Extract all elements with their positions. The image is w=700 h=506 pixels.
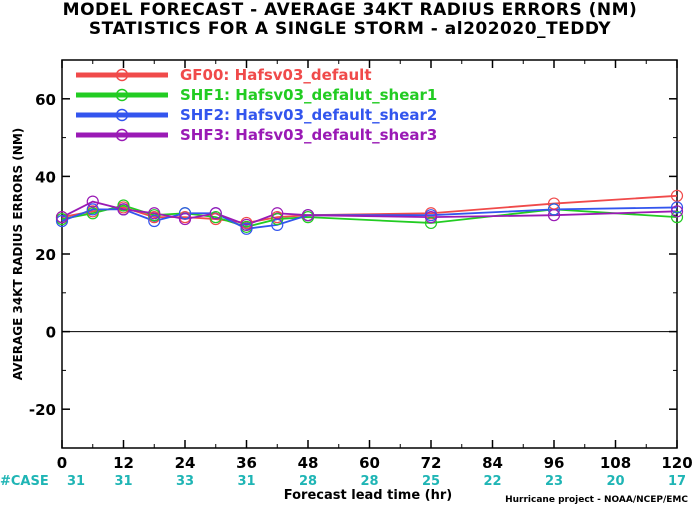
legend-marker	[115, 108, 129, 122]
x-tick-label: 96	[544, 454, 565, 472]
data-point	[670, 189, 684, 202]
legend-marker	[115, 68, 129, 82]
x-tick-label: 108	[600, 454, 631, 472]
legend-marker	[115, 88, 129, 102]
case-count: 22	[483, 474, 501, 489]
legend-entry: SHF2: Hafsv03_default_shear2	[180, 106, 437, 124]
data-point	[670, 205, 684, 218]
x-tick-label: 60	[359, 454, 380, 472]
data-point	[240, 218, 253, 231]
data-point	[117, 199, 130, 212]
data-point	[547, 209, 561, 222]
data-point	[209, 211, 222, 224]
x-tick-label: 0	[57, 454, 67, 472]
data-point	[271, 218, 284, 231]
legend-entry: GF00: Hafsv03_default	[180, 66, 371, 84]
x-tick-label: 48	[298, 454, 319, 472]
case-count: 28	[299, 474, 317, 489]
x-tick-label: 36	[236, 454, 257, 472]
x-tick-label: 72	[421, 454, 442, 472]
case-count: 31	[67, 474, 85, 489]
x-axis-label: Forecast lead time (hr)	[284, 488, 452, 503]
y-tick-label: 20	[35, 246, 56, 264]
data-point	[271, 207, 284, 220]
case-count: 20	[606, 474, 624, 489]
data-point	[86, 203, 99, 216]
y-tick-label: -20	[29, 401, 56, 419]
data-point	[670, 201, 684, 214]
x-tick-label: 12	[113, 454, 134, 472]
case-count: 31	[114, 474, 132, 489]
legend-entry: SHF3: Hafsv03_default_shear3	[180, 126, 437, 144]
data-point	[209, 207, 222, 220]
y-axis-label: AVERAGE 34KT RADIUS ERRORS (NM)	[11, 128, 25, 380]
data-point	[178, 212, 192, 226]
case-count: 28	[360, 474, 378, 489]
y-tick-label: 40	[35, 168, 56, 186]
y-tick-label: 0	[46, 324, 56, 342]
case-count: 31	[237, 474, 255, 489]
x-tick-label: 84	[482, 454, 503, 472]
data-point	[86, 207, 99, 220]
legend-marker	[115, 128, 129, 142]
case-count: 17	[668, 474, 686, 489]
chart-title: MODEL FORECAST - AVERAGE 34KT RADIUS ERR…	[62, 0, 638, 20]
chart-subtitle: STATISTICS FOR A SINGLE STORM - al202020…	[88, 19, 612, 39]
data-point	[148, 214, 161, 228]
data-point	[240, 222, 253, 235]
data-point	[55, 211, 69, 224]
data-point	[301, 209, 315, 222]
data-point	[424, 211, 438, 224]
credit-text: Hurricane project - NOAA/NCEP/EMC	[505, 495, 688, 505]
data-point	[55, 214, 69, 228]
case-count: 23	[545, 474, 563, 489]
data-point	[424, 216, 438, 230]
data-point	[178, 207, 192, 220]
data-point	[547, 197, 561, 210]
case-count-label: #CASE	[0, 474, 49, 489]
case-count: 33	[176, 474, 194, 489]
data-point	[117, 203, 130, 216]
data-point	[86, 195, 99, 208]
y-tick-label: 60	[35, 91, 56, 109]
legend-entry: SHF1: Hafsv03_defalut_shear1	[180, 86, 437, 104]
data-point	[670, 211, 684, 224]
x-tick-label: 24	[175, 454, 196, 472]
case-count: 25	[422, 474, 440, 489]
data-point	[148, 207, 161, 220]
data-point	[547, 203, 561, 216]
data-point	[271, 212, 284, 226]
x-tick-label: 120	[661, 454, 692, 472]
